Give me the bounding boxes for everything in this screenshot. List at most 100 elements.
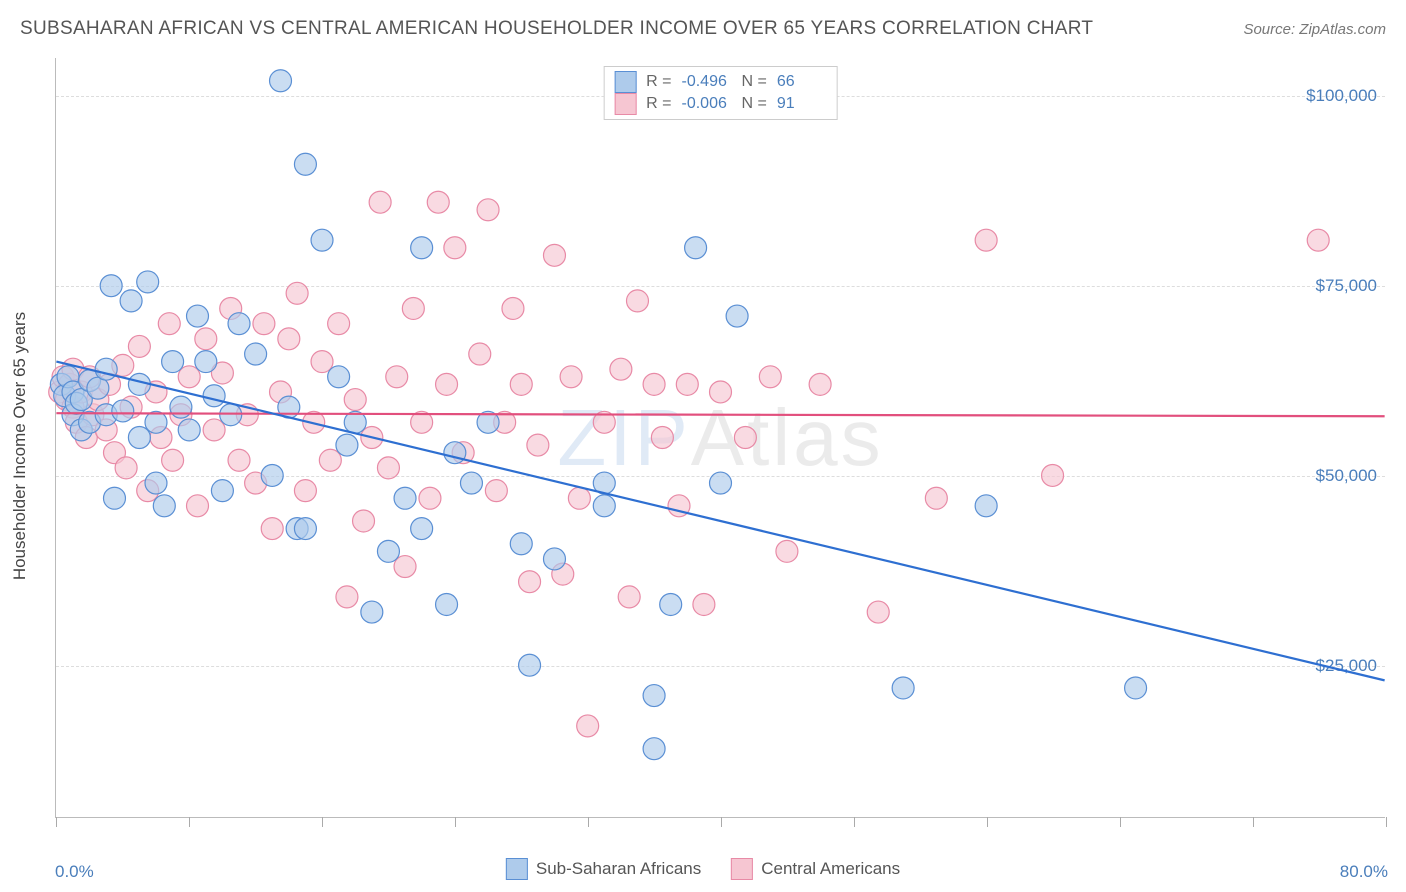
data-point-a <box>660 593 682 615</box>
x-tick <box>1386 817 1387 827</box>
data-point-b <box>336 586 358 608</box>
data-point-b <box>278 328 300 350</box>
data-point-b <box>676 373 698 395</box>
r-label: R = <box>646 95 671 113</box>
data-point-b <box>319 449 341 471</box>
data-point-b <box>386 366 408 388</box>
data-point-a <box>377 540 399 562</box>
chart-title: SUBSAHARAN AFRICAN VS CENTRAL AMERICAN H… <box>20 18 1093 40</box>
data-point-a <box>195 351 217 373</box>
data-point-b <box>809 373 831 395</box>
x-tick <box>56 817 57 827</box>
data-point-b <box>187 495 209 517</box>
y-axis-label: Householder Income Over 65 years <box>10 312 30 580</box>
data-point-b <box>228 449 250 471</box>
data-point-b <box>353 510 375 532</box>
data-point-a <box>328 366 350 388</box>
data-point-a <box>104 487 126 509</box>
trend-line-a <box>56 362 1384 681</box>
data-point-a <box>1125 677 1147 699</box>
x-tick <box>1120 817 1121 827</box>
swatch-series-a-icon <box>506 858 528 880</box>
data-point-a <box>261 464 283 486</box>
data-point-b <box>195 328 217 350</box>
x-axis-max: 80.0% <box>1340 862 1388 882</box>
data-point-b <box>158 313 180 335</box>
data-point-b <box>510 373 532 395</box>
data-point-b <box>286 282 308 304</box>
x-tick <box>455 817 456 827</box>
title-bar: SUBSAHARAN AFRICAN VS CENTRAL AMERICAN H… <box>20 18 1386 40</box>
source-credit: Source: ZipAtlas.com <box>1243 21 1386 38</box>
data-point-a <box>643 738 665 760</box>
data-point-b <box>369 191 391 213</box>
correlation-legend: R = -0.496 N = 66 R = -0.006 N = 91 <box>603 66 838 120</box>
data-point-b <box>444 237 466 259</box>
data-point-a <box>228 313 250 335</box>
data-point-b <box>436 373 458 395</box>
data-point-a <box>95 358 117 380</box>
data-point-b <box>294 480 316 502</box>
data-point-b <box>643 373 665 395</box>
scatter-svg <box>56 58 1385 817</box>
x-tick <box>189 817 190 827</box>
data-point-a <box>643 685 665 707</box>
data-point-a <box>145 411 167 433</box>
data-point-a <box>726 305 748 327</box>
n-label: N = <box>742 73 767 91</box>
r-value-b: -0.006 <box>682 95 732 113</box>
data-point-a <box>128 427 150 449</box>
data-point-a <box>685 237 707 259</box>
data-point-a <box>120 290 142 312</box>
data-point-a <box>294 153 316 175</box>
data-point-b <box>485 480 507 502</box>
data-point-a <box>187 305 209 327</box>
data-point-a <box>444 442 466 464</box>
data-point-b <box>776 540 798 562</box>
data-point-a <box>211 480 233 502</box>
x-tick <box>1253 817 1254 827</box>
data-point-b <box>975 229 997 251</box>
legend-item-b: Central Americans <box>731 858 900 880</box>
data-point-a <box>892 677 914 699</box>
data-point-a <box>460 472 482 494</box>
data-point-b <box>261 518 283 540</box>
n-value-b: 91 <box>777 95 827 113</box>
data-point-b <box>759 366 781 388</box>
r-label: R = <box>646 73 671 91</box>
data-point-b <box>626 290 648 312</box>
data-point-b <box>651 427 673 449</box>
swatch-series-a-icon <box>614 71 636 93</box>
data-point-b <box>115 457 137 479</box>
data-point-b <box>402 297 424 319</box>
data-point-b <box>610 358 632 380</box>
data-point-a <box>100 275 122 297</box>
data-point-a <box>336 434 358 456</box>
data-point-b <box>253 313 275 335</box>
data-point-b <box>344 389 366 411</box>
data-point-b <box>867 601 889 623</box>
data-point-b <box>328 313 350 335</box>
x-tick <box>588 817 589 827</box>
data-point-b <box>311 351 333 373</box>
data-point-a <box>411 518 433 540</box>
x-tick <box>987 817 988 827</box>
data-point-a <box>203 385 225 407</box>
data-point-a <box>394 487 416 509</box>
data-point-b <box>394 556 416 578</box>
n-value-a: 66 <box>777 73 827 91</box>
x-tick <box>721 817 722 827</box>
data-point-b <box>502 297 524 319</box>
data-point-b <box>477 199 499 221</box>
data-point-a <box>519 654 541 676</box>
series-legend: Sub-Saharan Africans Central Americans <box>506 858 900 880</box>
data-point-a <box>112 400 134 422</box>
legend-label-a: Sub-Saharan Africans <box>536 859 701 879</box>
data-point-b <box>469 343 491 365</box>
plot-area: $25,000$50,000$75,000$100,000 ZIPAtlas R… <box>55 58 1385 818</box>
correlation-row-b: R = -0.006 N = 91 <box>614 93 827 115</box>
data-point-a <box>145 472 167 494</box>
data-point-a <box>510 533 532 555</box>
legend-item-a: Sub-Saharan Africans <box>506 858 701 880</box>
data-point-a <box>170 396 192 418</box>
